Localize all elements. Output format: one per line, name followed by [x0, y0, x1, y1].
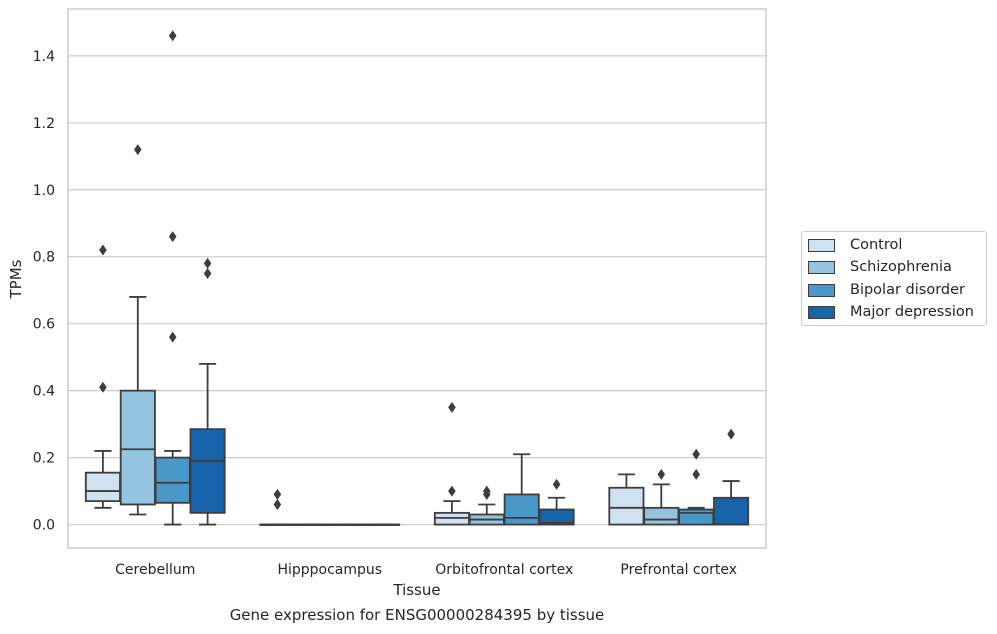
x-axis-label: Tissue — [392, 581, 440, 599]
box — [678, 508, 715, 526]
y-axis-label: TPMs — [7, 259, 25, 299]
y-tick-label: 0.6 — [33, 317, 55, 333]
outlier-point — [448, 401, 456, 413]
legend-swatch-major-depression — [808, 305, 835, 319]
outlier-point — [203, 257, 212, 269]
y-tick-label: 0.0 — [33, 518, 55, 534]
outlier-point — [273, 498, 282, 510]
box — [84, 471, 121, 503]
box — [154, 456, 191, 504]
box — [538, 508, 575, 526]
legend-label-major-depression: Major depression — [850, 304, 974, 320]
x-tick-label: Hipppocampus — [277, 562, 382, 578]
box-plot-series — [84, 30, 750, 526]
outlier-point — [168, 331, 177, 343]
outlier-point — [168, 231, 177, 243]
outlier-point — [448, 485, 456, 497]
outlier-point — [99, 244, 107, 256]
legend-item-schizophrenia: Schizophrenia — [808, 256, 952, 278]
legend-label-schizophrenia: Schizophrenia — [850, 259, 952, 275]
legend-item-major-depression: Major depression — [808, 301, 974, 323]
x-tick-labels: Cerebellum Hipppocampus Orbitofrontal cort… — [115, 562, 737, 578]
outlier-point — [727, 428, 735, 440]
legend-swatch-schizophrenia — [808, 260, 835, 274]
outlier-point — [273, 488, 282, 500]
outlier-point — [203, 267, 212, 279]
plot-frame — [67, 8, 767, 549]
legend-swatch-bipolar-disorder — [808, 283, 835, 297]
outlier-point — [692, 468, 700, 480]
outlier-point — [692, 448, 700, 460]
chart-caption: Gene expression for ENSG00000284395 by t… — [229, 606, 605, 624]
legend: Control Schizophrenia Bipolar disorder M… — [801, 231, 987, 326]
box — [189, 428, 226, 514]
legend-item-bipolar-disorder: Bipolar disorder — [808, 279, 965, 301]
box — [713, 496, 750, 526]
outlier-point — [483, 485, 491, 497]
y-tick-label: 1.4 — [33, 49, 55, 65]
x-tick-label: Cerebellum — [115, 562, 195, 578]
legend-label-control: Control — [850, 237, 903, 253]
outlier-point — [552, 478, 561, 490]
box — [119, 389, 156, 506]
box — [503, 493, 540, 526]
legend-swatch-control — [808, 238, 835, 252]
outlier-point — [168, 30, 177, 42]
x-tick-label: Prefrontal cortex — [620, 562, 737, 578]
box — [643, 506, 680, 526]
x-tick-label: Orbitofrontal cortex — [435, 562, 573, 578]
outlier-point — [134, 144, 142, 156]
y-tick-label: 0.4 — [33, 384, 55, 400]
y-tick-label: 0.8 — [33, 250, 55, 266]
y-tick-label: 0.2 — [33, 451, 55, 467]
y-tick-label: 1.0 — [33, 183, 55, 199]
outlier-point — [99, 381, 107, 393]
box — [608, 486, 645, 526]
legend-item-control: Control — [808, 234, 902, 256]
outlier-point — [657, 468, 666, 480]
legend-label-bipolar-disorder: Bipolar disorder — [850, 282, 965, 298]
y-tick-label: 1.2 — [33, 116, 55, 132]
y-tick-labels: 0.0 0.2 0.4 0.6 0.8 1.0 1.2 1.4 — [33, 49, 55, 534]
